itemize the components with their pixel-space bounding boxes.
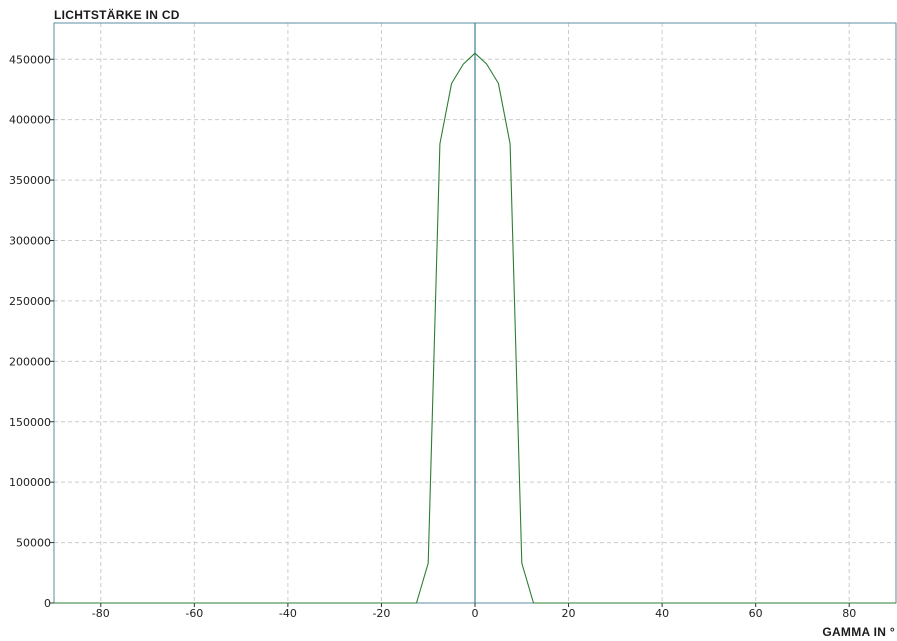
y-axis-title: LICHTSTÄRKE IN CD — [54, 7, 180, 22]
y-tick-label-2: 100000 — [9, 476, 51, 489]
series-line-0 — [54, 52, 896, 604]
x-tick-label-4: 0 — [472, 607, 479, 620]
y-tick-label-7: 350000 — [9, 174, 51, 187]
y-axis-ticks: 0 50000 100000 150000 200000 250000 300000 3500… — [9, 53, 54, 610]
y-tick-label-9: 450000 — [9, 53, 51, 66]
y-tick-label-1: 50000 — [16, 537, 51, 550]
x-tick-label-6: 40 — [655, 607, 669, 620]
x-axis-ticks: -80 -60 -40 -20 0 20 40 60 80 — [92, 603, 856, 620]
y-tick-label-3: 150000 — [9, 416, 51, 429]
x-tick-label-3: -20 — [372, 607, 390, 620]
y-tick-label-8: 400000 — [9, 114, 51, 127]
series-group — [54, 52, 896, 604]
x-tick-label-1: -60 — [185, 607, 203, 620]
x-tick-label-0: -80 — [92, 607, 110, 620]
y-tick-label-6: 300000 — [9, 235, 51, 248]
x-tick-label-5: 20 — [562, 607, 576, 620]
x-tick-label-7: 60 — [749, 607, 763, 620]
y-tick-label-4: 200000 — [9, 355, 51, 368]
x-tick-label-2: -40 — [279, 607, 297, 620]
y-tick-label-0: 0 — [44, 597, 51, 610]
x-tick-label-8: 80 — [842, 607, 856, 620]
x-axis-title: GAMMA IN ° — [822, 625, 895, 639]
y-tick-label-5: 250000 — [9, 295, 51, 308]
